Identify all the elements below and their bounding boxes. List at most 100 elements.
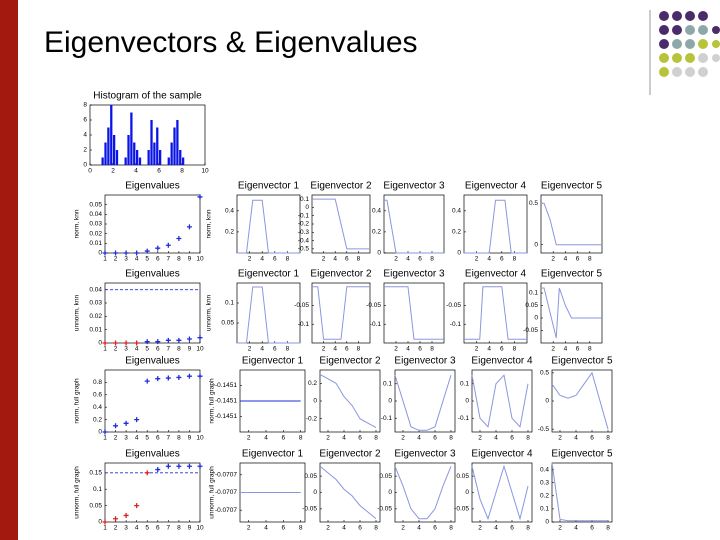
y-tick-label: 0	[388, 398, 392, 405]
histogram-bar	[136, 150, 139, 165]
x-tick-label: 0	[88, 168, 92, 175]
subplot-title: Eigenvector 5	[541, 269, 603, 280]
x-tick-label: 8	[177, 435, 181, 442]
eigenvalue-point	[134, 340, 140, 346]
y-tick-label: 0.05	[89, 502, 102, 509]
histogram-bar	[107, 127, 110, 165]
y-tick-label: -0.1	[298, 321, 310, 328]
eigenvalue-point	[123, 420, 129, 426]
x-tick-label: 8	[374, 435, 378, 442]
x-tick-label: 7	[167, 346, 171, 353]
plot-frame	[383, 282, 445, 344]
eigenvector-line	[319, 373, 377, 429]
y-tick-label: -0.4	[298, 237, 310, 244]
y-tick-label: -0.0707	[215, 472, 237, 479]
x-tick-label: 6	[576, 346, 580, 353]
x-tick-label: 6	[156, 346, 160, 353]
y-tick-label: 2	[83, 147, 87, 154]
eigenvector-line	[312, 286, 370, 340]
x-tick-label: 2	[551, 256, 555, 263]
eigenvector-line	[237, 199, 300, 254]
subplot-title: Eigenvector 1	[238, 269, 300, 280]
y-tick-label: 0.6	[93, 392, 102, 399]
eigenvalue-point	[102, 250, 108, 256]
x-tick-label: 5	[145, 525, 149, 532]
subplot: Eigenvector 4 2 4 6 8 -0.1 0 0.1	[458, 356, 533, 442]
plot-frame	[104, 462, 201, 523]
y-tick-label: -0.05	[523, 327, 538, 334]
plot-frame	[319, 462, 381, 523]
x-tick-label: 2	[558, 435, 562, 442]
y-tick-label: -0.1451	[215, 398, 237, 405]
plot-frame	[394, 462, 456, 523]
subplot-title: Eigenvector 5	[541, 181, 603, 192]
eigenvalue-point	[123, 512, 129, 518]
x-tick-label: 4	[260, 256, 264, 263]
eigenvalue-point	[134, 503, 140, 509]
x-tick-label: 8	[374, 525, 378, 532]
x-tick-label: 8	[513, 346, 517, 353]
x-tick-label: 2	[478, 525, 482, 532]
x-tick-label: 9	[188, 346, 192, 353]
x-tick-label: 4	[494, 435, 498, 442]
plot-frame	[383, 194, 445, 254]
y-tick-label: 0.2	[452, 229, 461, 236]
x-tick-label: 5	[145, 256, 149, 263]
y-tick-label: 0	[465, 398, 469, 405]
plot-frame	[471, 369, 533, 433]
y-tick-label: 0.04	[89, 211, 102, 218]
histogram-bar	[153, 142, 156, 165]
side-bar	[0, 0, 18, 540]
plot-frame	[236, 282, 301, 344]
y-tick-label: 0.4	[372, 208, 381, 215]
eigenvalue-point	[197, 373, 203, 379]
eigenvalue-point	[113, 423, 119, 429]
eigenvalue-point	[176, 337, 182, 343]
y-tick-label: 0	[313, 398, 317, 405]
eigenvector-line	[464, 199, 527, 254]
eigenvalue-point	[155, 245, 161, 251]
subplot-title: Eigenvalues	[125, 181, 179, 192]
x-tick-label: 8	[588, 346, 592, 353]
histogram-bar	[167, 157, 170, 165]
y-tick-label: -0.0707	[215, 507, 237, 514]
y-tick-label: -0.2	[306, 415, 318, 422]
x-tick-label: 10	[196, 435, 204, 442]
x-tick-label: 6	[590, 435, 594, 442]
eigenvector-line	[319, 465, 377, 520]
y-tick-label: -0.5	[538, 426, 550, 433]
x-tick-label: 8	[180, 168, 184, 175]
x-tick-label: 3	[124, 525, 128, 532]
y-tick-label: -0.05	[302, 506, 317, 513]
x-tick-label: 8	[449, 525, 453, 532]
x-tick-label: 8	[606, 435, 610, 442]
x-tick-label: 4	[564, 256, 568, 263]
y-tick-label: -0.05	[446, 302, 461, 309]
x-tick-label: 4	[264, 525, 268, 532]
x-tick-label: 8	[177, 256, 181, 263]
x-tick-label: 6	[500, 346, 504, 353]
histogram-bar	[147, 150, 150, 165]
y-tick-label: 0.2	[372, 229, 381, 236]
subplot: Eigenvector 4 2 4 6 8 -0.1 -0.05	[446, 269, 528, 353]
x-tick-label: 2	[478, 435, 482, 442]
x-tick-label: 9	[188, 256, 192, 263]
plot-frame	[394, 369, 456, 433]
x-tick-label: 4	[135, 256, 139, 263]
eigenvalue-point	[155, 339, 161, 345]
y-tick-label: 0.3	[540, 479, 549, 486]
subplot-title: Eigenvector 3	[383, 181, 445, 192]
eigenvalue-point	[113, 516, 119, 522]
y-axis-label: unnorm, full graph	[74, 466, 81, 519]
eigenvector-line	[551, 371, 609, 430]
x-tick-label: 2	[551, 346, 555, 353]
x-tick-label: 4	[135, 435, 139, 442]
histogram-bar	[101, 157, 104, 165]
x-tick-label: 3	[124, 256, 128, 263]
plot-frame	[104, 369, 201, 433]
y-tick-label: 0.8	[93, 379, 102, 386]
eigenvector-line	[541, 202, 602, 246]
x-tick-label: 3	[124, 435, 128, 442]
x-tick-label: 2	[114, 525, 118, 532]
subplot: Eigenvector 3 2 4 6 8 -0.1 -0.05	[366, 269, 445, 353]
